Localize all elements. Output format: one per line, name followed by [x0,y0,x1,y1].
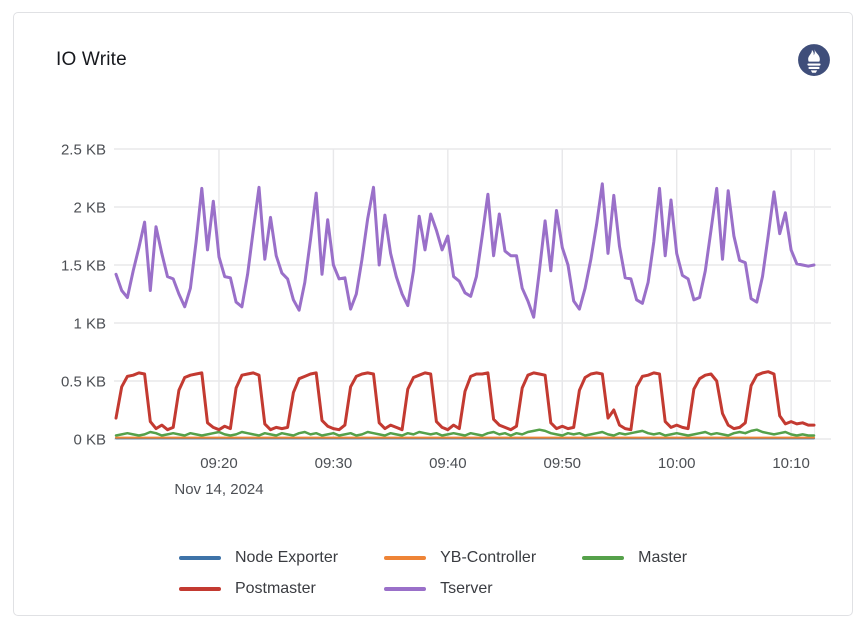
x-axis-tick-label: 09:40 [429,455,467,472]
x-axis-tick-label: 09:20 [200,455,238,472]
x-axis-tick-label: 09:50 [543,455,581,472]
legend-label-node-exporter: Node Exporter [234,549,339,566]
x-axis-date-label: Nov 14, 2024 [174,481,263,498]
io-write-panel: IO Write 0 KB 0.5 KB 1 KB 1.5 KB 2 KB 2.5 KB 0… [13,12,853,616]
legend-label-master: Master [638,549,688,566]
legend-grid: Node Exporter YB-Controller Master Postmast… [178,549,687,598]
y-axis-tick-label: 1 KB [73,316,106,333]
legend-label-postmaster: Postmaster [234,580,316,597]
y-axis-tick-label: 0.5 KB [61,374,106,391]
legend-item-postmaster[interactable]: Postmaster [178,580,316,598]
chart-legend: Node Exporter YB-Controller Master Postmast… [14,549,852,598]
y-axis-tick-label: 2.5 KB [61,142,106,159]
legend-swatch-node-exporter [178,556,221,560]
legend-item-tserver[interactable]: Tserver [384,580,493,598]
legend-swatch-yb-controller [384,556,427,560]
series-line-master [114,428,816,437]
x-axis-tick-label: 09:30 [315,455,353,472]
y-axis-tick-label: 2 KB [73,200,106,217]
legend-item-node-exporter[interactable]: Node Exporter [178,549,339,567]
prometheus-logo-icon [797,43,831,77]
x-axis-tick-label: 10:00 [658,455,696,472]
legend-item-master[interactable]: Master [582,549,687,567]
panel-title: IO Write [56,49,127,70]
legend-swatch-tserver [384,587,427,591]
io-write-chart[interactable]: 0 KB 0.5 KB 1 KB 1.5 KB 2 KB 2.5 KB 09:20 Nov 1… [14,13,854,617]
y-axis-tick-label: 0 KB [73,432,106,449]
series-line-tserver [114,182,816,319]
legend-swatch-master [582,556,625,560]
series-lines [114,182,816,440]
x-axis-tick-label: 10:10 [772,455,810,472]
y-axis-tick-label: 1.5 KB [61,258,106,275]
legend-label-yb-controller: YB-Controller [440,549,537,566]
series-line-postmaster [114,370,816,432]
axis-labels: 0 KB 0.5 KB 1 KB 1.5 KB 2 KB 2.5 KB 09:20 Nov 1… [61,142,810,499]
legend-swatch-postmaster [178,587,221,591]
legend-item-yb-controller[interactable]: YB-Controller [384,549,536,567]
legend-label-tserver: Tserver [440,580,493,597]
